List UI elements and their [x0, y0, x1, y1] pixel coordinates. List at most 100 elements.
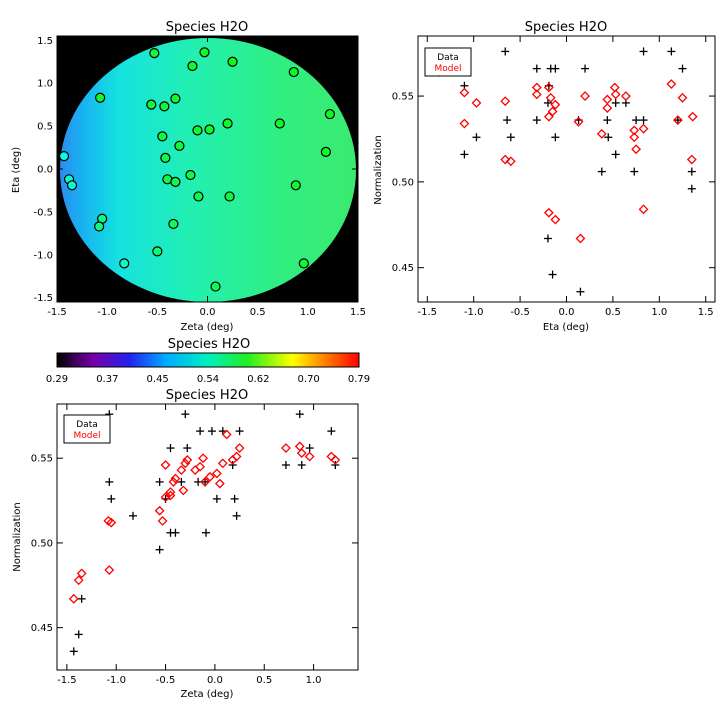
eta-model-marker — [459, 118, 470, 129]
eta-model-marker — [602, 103, 613, 113]
map-data-point — [94, 221, 105, 232]
eta-points — [434, 47, 698, 296]
colorbar-ticks: 0.29 0.37 0.45 0.54 0.62 0.70 0.79 — [46, 374, 370, 385]
eta-xtick-label: 0.0 — [559, 307, 575, 318]
map-xtick-label: -1.5 — [47, 307, 67, 318]
eta-model-marker — [531, 82, 542, 93]
zeta-model-marker — [76, 568, 87, 579]
eta-x-ticks: -1.5 -1.0 -0.5 0.0 0.5 1.0 1.5 — [418, 36, 714, 318]
map-data-point — [66, 180, 78, 191]
eta-model-marker — [531, 89, 542, 100]
eta-model-marker — [687, 111, 698, 122]
map-xtick-label: -1.0 — [97, 307, 117, 318]
map-points — [58, 47, 336, 292]
eta-model-marker — [500, 154, 511, 165]
zeta-xtick-label: 1.0 — [306, 675, 322, 686]
zeta-model-marker — [214, 478, 225, 489]
eta-model-marker — [672, 115, 683, 126]
field-disk — [60, 38, 356, 302]
eta-model-marker — [580, 91, 590, 101]
map-ytick-label: 0.5 — [37, 122, 53, 133]
eta-legend-data: Data — [437, 53, 459, 63]
colorbar-tick-label: 0.79 — [348, 374, 370, 385]
zeta-model-marker — [330, 454, 341, 465]
map-data-point — [168, 218, 179, 230]
eta-model-marker — [550, 99, 561, 110]
zeta-legend-data: Data — [76, 420, 98, 430]
eta-model-marker — [550, 214, 561, 225]
zeta-model-marker — [106, 517, 117, 528]
eta-xtick-label: -0.5 — [510, 307, 530, 318]
eta-model-marker — [500, 96, 511, 107]
map-data-point — [204, 124, 215, 135]
colorbar: Species H2O 0.29 0.37 0.45 0.54 0.62 0.70 0.79 — [46, 337, 370, 385]
zeta-legend-model: Model — [73, 431, 100, 441]
eta-ytick-label: 0.45 — [392, 263, 414, 274]
zeta-model-marker — [178, 485, 189, 496]
zeta-ylabel: Normalization — [12, 502, 23, 572]
eta-model-marker — [677, 92, 688, 103]
map-data-point — [227, 56, 238, 67]
map-ytick-label: -1.5 — [33, 293, 53, 304]
eta-model-marker — [543, 111, 554, 122]
zeta-model-marker — [200, 477, 210, 487]
eta-model-marker — [596, 128, 607, 139]
eta-model-marker — [505, 156, 516, 167]
eta-model-marker — [575, 233, 586, 244]
colorbar-title: Species H2O — [168, 337, 250, 352]
zeta-xtick-label: -1.0 — [106, 675, 126, 686]
map-xtick-label: -0.5 — [148, 307, 168, 318]
zeta-model-marker — [221, 429, 232, 440]
map-x-ticks: -1.5 -1.0 -0.5 0.0 0.5 1.0 1.5 — [47, 36, 366, 318]
map-data-point — [185, 169, 196, 181]
map-ylabel: Eta (deg) — [11, 147, 22, 193]
map-data-point — [199, 47, 210, 58]
zeta-model-marker — [73, 575, 84, 586]
zeta-xtick-label: 0.0 — [207, 675, 223, 686]
map-ytick-label: -1.0 — [33, 250, 53, 261]
zeta-ytick-label: 0.50 — [31, 538, 53, 549]
colorbar-tick-label: 0.62 — [247, 374, 269, 385]
map-data-point — [290, 180, 301, 191]
map-data-point — [152, 246, 163, 257]
eta-xtick-label: -1.0 — [464, 307, 484, 318]
map-xtick-label: 0.0 — [200, 307, 216, 318]
eta-title: Species H2O — [525, 20, 607, 35]
eta-y-ticks: 0.45 0.50 0.55 — [392, 92, 715, 274]
map-data-point — [157, 131, 168, 142]
map-xlabel: Zeta (deg) — [181, 322, 234, 333]
zeta-y-ticks: 0.45 0.50 0.55 — [31, 454, 358, 634]
eta-model-marker — [573, 116, 584, 127]
zeta-model-marker — [180, 458, 191, 469]
zeta-model-marker — [281, 443, 291, 453]
map-xtick-label: 1.5 — [350, 307, 366, 318]
eta-ytick-label: 0.50 — [392, 177, 414, 188]
map-data-point — [224, 191, 235, 202]
eta-model-marker — [638, 204, 649, 215]
zeta-model-marker — [154, 505, 165, 516]
zeta-model-marker — [170, 473, 181, 484]
map-data-point — [149, 48, 160, 59]
eta-model-marker — [686, 154, 697, 165]
map-ytick-label: -0.5 — [33, 207, 53, 218]
zeta-model-marker — [211, 468, 222, 479]
eta-legend-model: Model — [434, 64, 461, 74]
map-data-point — [170, 93, 181, 104]
zeta-model-marker — [157, 515, 168, 526]
map-data-point — [288, 66, 299, 78]
eta-model-marker — [666, 79, 677, 89]
zeta-model-marker — [165, 490, 176, 501]
eta-model-marker — [602, 94, 613, 105]
zeta-xlabel: Zeta (deg) — [181, 689, 234, 700]
zeta-model-marker — [198, 453, 208, 464]
eta-model-marker — [459, 87, 470, 98]
zeta-model-marker — [217, 458, 228, 469]
colorbar-tick-label: 0.54 — [197, 374, 219, 385]
map-data-point — [192, 125, 203, 136]
map-data-point — [274, 118, 285, 129]
eta-model-marker — [545, 92, 556, 103]
zeta-model-marker — [182, 454, 193, 465]
colorbar-bar — [56, 352, 360, 368]
zeta-panel: Species H2O -1.5 -1.0 -0.5 0.0 0.5 1.0 0.450.… — [12, 388, 359, 700]
